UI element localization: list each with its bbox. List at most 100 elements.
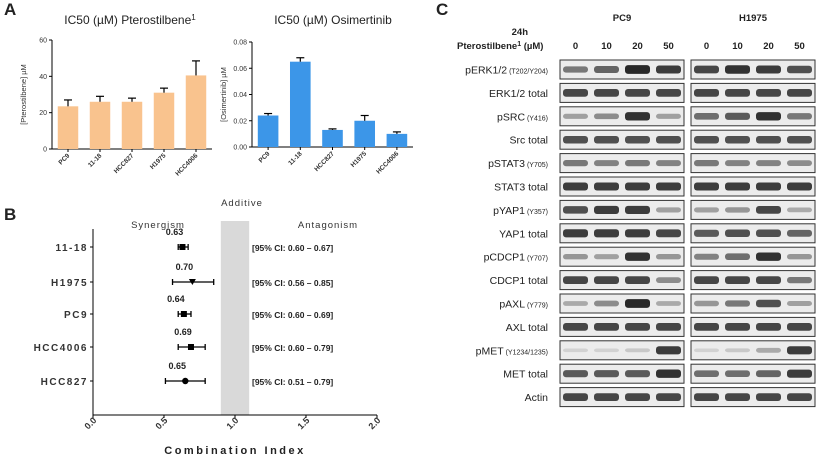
x-tick-label: H1975 [149,152,168,171]
blot-band [725,112,750,120]
blot-band [694,276,719,284]
blot-band [594,66,619,73]
blot-band [625,229,650,238]
blot-box [690,316,816,337]
x-tick-label: PC9 [58,152,72,166]
ci-range-label: [95% CI: 0.51 – 0.79] [252,377,333,387]
blot-band [725,160,750,167]
blot-row-site: (T202/Y204) [507,69,548,76]
blot-band [625,370,650,378]
x-tick-label: 11-18 [287,150,304,167]
dose-label: 10 [732,41,743,52]
blot-band [563,393,588,401]
blot-row-label: pCDCP1 (Y707) [484,252,548,264]
blot-band [787,160,812,166]
blot-band [656,135,681,144]
pterostilbene-ic50-chart: IC50 (µM) Pterostilbene1 [Pterostilbene] … [19,13,212,178]
dose-label: 20 [763,41,774,52]
blot-row-label: pAXL (Y779) [499,299,548,311]
blot-box [690,387,816,408]
blot-band [594,300,619,307]
blot-box [690,363,816,384]
ci-value-label: 0.64 [167,294,185,304]
y-tick-label: 40 [39,74,47,81]
blot-band [563,113,588,119]
ci-point-square [179,244,186,250]
blot-band [694,253,719,260]
blot-band [694,229,719,237]
x-tick-label: 1.0 [224,415,240,431]
blot-band [625,348,650,353]
blot-band [625,159,650,167]
blot-band [725,207,750,213]
panel-b-letter: B [4,205,17,224]
blot-band [625,276,650,284]
x-tick-label: 2.0 [366,415,382,431]
blot-band [656,160,681,167]
bar [386,133,408,147]
blot-band [594,182,619,191]
y-tick-label: 0.08 [233,40,247,47]
blot-band [563,370,588,378]
y-axis-label: [Pterostilbene] µM [19,64,28,125]
blot-band [625,89,650,97]
blot-band [563,159,588,167]
x-tick-label: 0.5 [153,415,169,431]
blot-band [563,254,588,260]
blot-box [690,153,816,174]
blot-band [625,135,650,144]
blot-band [625,182,650,191]
blot-row-label: AXL total [506,322,548,334]
blot-band [787,135,812,144]
blot-band [563,206,588,214]
treatment-label: Pterostilbene1 (µM) [457,41,543,53]
bar [57,106,79,149]
y-tick-label: 20 [39,110,47,117]
y-tick-label: 0.04 [233,92,247,99]
x-tick-label: 11-18 [87,152,104,169]
blot-band [756,135,781,144]
blot-box [559,199,685,220]
blot-band [594,323,619,331]
dose-label: 0 [573,41,578,52]
blot-band [656,229,681,238]
blot-box [690,293,816,314]
x-tick-label: H1975 [350,150,369,169]
blot-band [787,89,812,97]
blot-band [694,393,719,401]
blot-band [594,135,619,144]
blot-band [787,276,812,284]
y-tick-label: 0.06 [233,66,247,73]
blot-box [559,153,685,174]
blot-row-label: pSTAT3 (Y705) [488,158,548,170]
blot-band [694,159,719,167]
blot-row-label: pMET (Y1234/1235) [476,345,548,357]
blot-band [694,182,719,191]
blot-band [787,393,812,401]
bar [257,115,279,147]
bar [289,61,311,147]
y-axis-label: [Osimertinib] µM [219,67,228,122]
ci-range-label: [95% CI: 0.60 – 0.69] [252,310,333,320]
blot-box [690,106,816,127]
ci-point-triangle [188,279,196,285]
bar [153,92,175,149]
cell-line-label: H1975 [51,278,88,289]
blot-row-site: (Y357) [525,209,548,216]
additive-label: Additive [221,198,263,209]
blot-row-label: ERK1/2 total [489,88,548,100]
blot-band [725,323,750,331]
y-tick-label: 0.00 [233,145,247,152]
panel-c-letter: C [436,0,449,19]
x-tick-label: 0.0 [82,415,98,431]
blot-band [694,89,719,97]
blot-band [563,348,588,353]
additive-band [220,221,250,415]
blot-band [594,276,619,284]
blot-row-site: (Y779) [525,303,548,310]
blot-band [656,207,681,213]
dose-label: 50 [794,41,805,52]
blot-band [594,205,619,214]
blot-box [690,246,816,267]
blot-band [563,89,588,97]
